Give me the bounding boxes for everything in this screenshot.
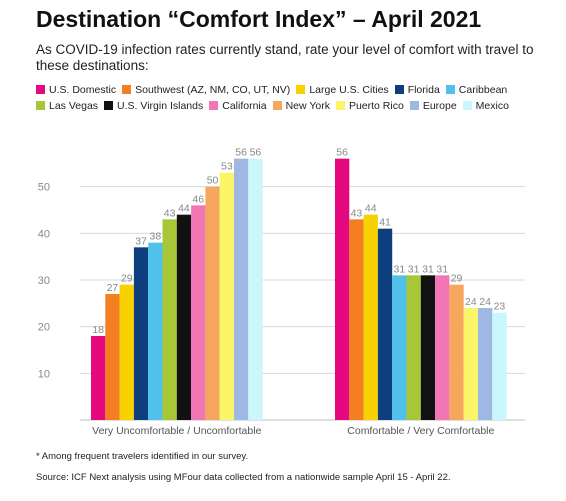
chart-subtitle: As COVID-19 infection rates currently st… [36,42,534,73]
bar [91,336,106,420]
data-label: 56 [250,147,262,159]
legend-swatch [335,101,345,110]
bar [449,284,464,420]
legend-label: Puerto Rico [348,100,404,112]
bar [148,242,163,420]
y-tick-label: 40 [38,228,50,240]
legend-item: Florida [394,82,440,98]
data-label: 43 [351,207,363,219]
bar [478,308,493,420]
data-label: 37 [135,235,147,247]
legend-label: California [222,100,267,112]
bar [119,284,134,420]
data-label: 56 [235,147,247,159]
bar [435,275,450,420]
bar [205,186,220,420]
legend-item: New York [272,98,330,114]
bar [420,275,436,420]
data-label: 53 [221,161,233,173]
bar [105,294,120,420]
legend-swatch [104,101,114,110]
legend-item: Mexico [462,98,509,114]
legend-item: Puerto Rico [335,98,404,114]
bar [363,214,378,420]
legend-label: Europe [422,100,457,112]
bar [463,308,478,420]
legend-swatch [462,101,472,110]
data-label: 31 [394,263,406,275]
legend-swatch [122,85,132,94]
data-label: 50 [207,175,219,187]
legend-item: Europe [409,98,457,114]
bar [162,219,177,420]
legend-label: Caribbean [458,84,508,96]
legend-label: New York [285,100,330,112]
y-tick-label: 10 [38,368,50,380]
footnote: * Among frequent travelers identified in… [36,451,249,462]
legend-swatch [272,101,282,110]
legend-item: Southwest (AZ, NM, CO, UT, NV) [122,82,290,98]
bar [349,219,364,420]
chart-title: Destination “Comfort Index” – April 2021 [36,6,482,32]
bar [248,158,263,420]
legend-item: Large U.S. Cities [296,82,389,98]
legend-swatch [209,101,219,110]
legend-label: U.S. Virgin Islands [117,100,204,112]
bar [335,158,350,420]
x-category-label: Comfortable / Very Comfortable [347,425,494,437]
legend-swatch [36,85,45,94]
legend: U.S. Domestic Southwest (AZ, NM, CO, UT, … [36,82,561,114]
legend-label: Florida [407,84,440,96]
bar [191,205,206,420]
x-category-label: Very Uncomfortable / Uncomfortable [92,425,261,437]
legend-label: Las Vegas [49,100,99,112]
bar [377,228,393,420]
legend-swatch [394,85,404,94]
data-label: 27 [107,282,119,294]
data-label: 18 [92,324,104,336]
bar [133,247,149,420]
y-tick-label: 50 [38,182,50,194]
bar [234,158,249,420]
legend-label: Southwest (AZ, NM, CO, UT, NV) [135,84,291,96]
legend-label: U.S. Domestic [49,84,117,96]
legend-item: California [209,98,267,114]
data-label: 31 [422,263,434,275]
data-label: 29 [451,273,463,285]
legend-swatch [296,85,306,94]
data-label: 31 [436,263,448,275]
data-label: 56 [336,147,348,159]
data-label: 43 [164,207,176,219]
bar [492,312,507,420]
data-label: 44 [365,203,377,215]
data-label: 31 [408,263,420,275]
legend-swatch [445,85,455,94]
data-label: 46 [192,193,204,205]
legend-swatch [36,101,45,110]
legend-item: U.S. Virgin Islands [104,98,203,114]
y-tick-label: 30 [38,275,50,287]
legend-item: U.S. Domestic [36,82,116,98]
data-label: 24 [479,296,491,308]
y-tick-label: 20 [38,322,50,334]
legend-label: Large U.S. Cities [309,84,389,96]
data-label: 29 [121,273,133,285]
bar [406,275,421,420]
legend-swatch [409,101,419,110]
data-label: 23 [494,301,506,313]
source-note: Source: ICF Next analysis using MFour da… [36,472,451,483]
bar [219,172,234,420]
legend-item: Caribbean [445,82,508,98]
data-label: 41 [379,217,391,229]
data-label: 38 [150,231,162,243]
data-label: 44 [178,203,190,215]
legend-label: Mexico [475,100,509,112]
data-label: 24 [465,296,477,308]
bar [176,214,192,420]
bar [392,275,407,420]
legend-item: Las Vegas [36,98,98,114]
